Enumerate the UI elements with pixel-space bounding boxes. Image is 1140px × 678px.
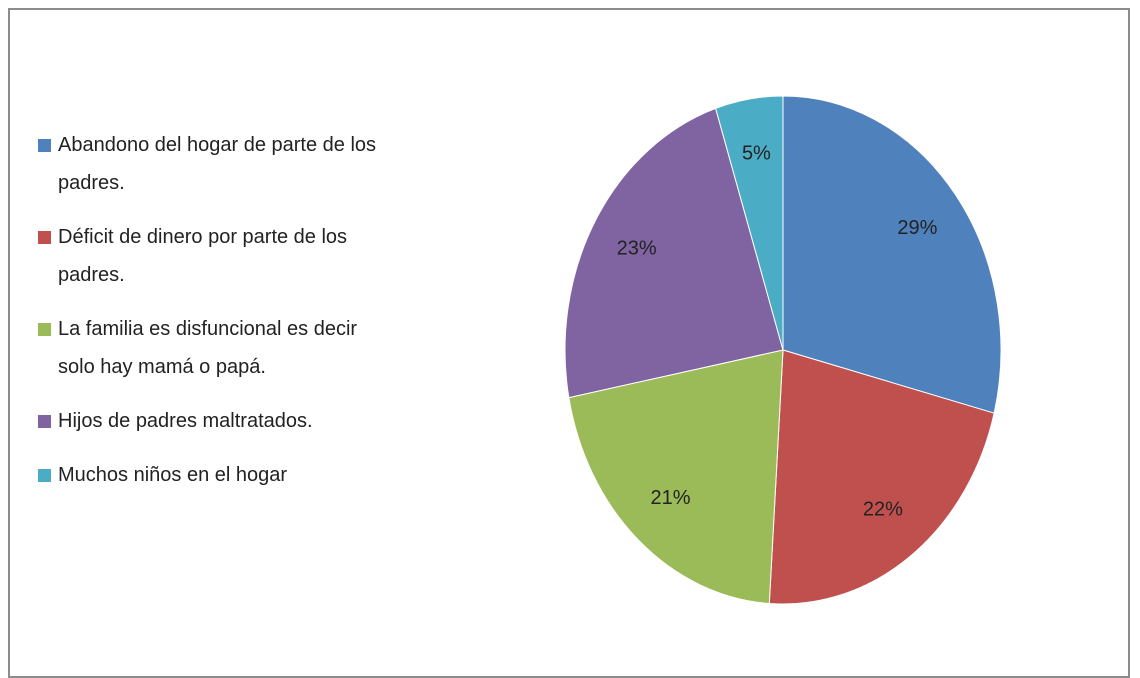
legend-item: Déficit de dinero por parte de los padre… [38, 218, 398, 294]
pie-slice [564, 107, 784, 399]
pie-slice [568, 349, 784, 605]
legend-item: La familia es disfuncional es decir solo… [38, 310, 398, 386]
legend-label: La familia es disfuncional es decir solo… [58, 318, 358, 378]
legend-swatch [38, 323, 51, 336]
pie-slice [782, 95, 1002, 414]
legend-item: Abandono del hogar de parte de los padre… [38, 126, 398, 202]
legend-swatch [38, 139, 51, 152]
legend-item: Muchos niños en el hogar [38, 456, 398, 494]
data-label: 5% [742, 143, 771, 165]
legend-label: Hijos de padres maltratados. [58, 410, 313, 432]
legend-swatch [38, 415, 51, 428]
data-label: 29% [897, 217, 937, 239]
pie-slice [715, 95, 784, 351]
data-label: 22% [863, 499, 903, 521]
data-label: 23% [617, 237, 657, 259]
pie-slice [768, 349, 995, 605]
legend-item: Hijos de padres maltratados. [38, 402, 398, 440]
legend-label: Muchos niños en el hogar [58, 464, 288, 486]
legend-swatch [38, 231, 51, 244]
legend-swatch [38, 469, 51, 482]
data-label: 21% [651, 487, 691, 509]
legend-label: Abandono del hogar de parte de los padre… [58, 134, 377, 194]
legend: Abandono del hogar de parte de los padre… [38, 126, 398, 510]
legend-label: Déficit de dinero por parte de los padre… [58, 226, 348, 286]
